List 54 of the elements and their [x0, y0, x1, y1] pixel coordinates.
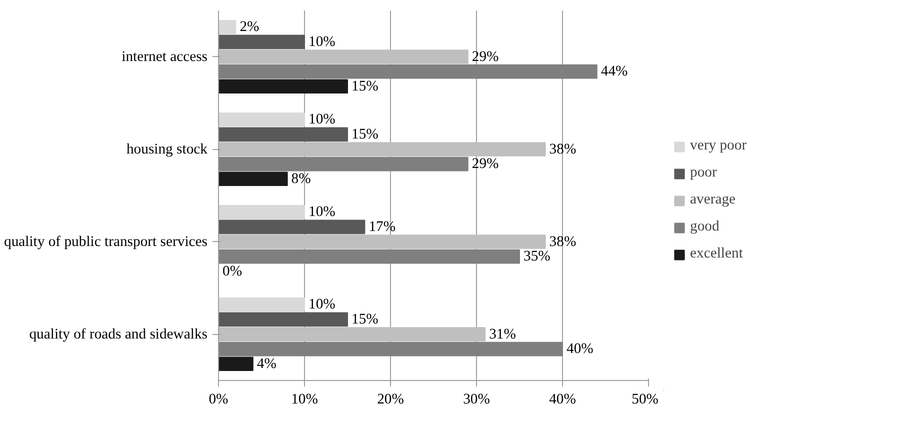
bar — [218, 204, 305, 220]
bar — [218, 142, 546, 156]
data-label: 10% — [308, 296, 336, 313]
y-tick-label: quality of roads and sidewalks — [29, 326, 208, 342]
data-label: 44% — [600, 64, 628, 80]
data-label: 29% — [472, 156, 499, 172]
bar — [218, 249, 520, 264]
bar — [218, 342, 563, 356]
bar — [218, 172, 288, 186]
data-label: 38% — [549, 141, 576, 158]
data-label: 35% — [524, 248, 550, 265]
bar — [218, 34, 305, 50]
legend-label: poor — [690, 164, 717, 182]
bar — [218, 297, 305, 312]
legend-label: average — [690, 192, 736, 208]
data-label: 15% — [352, 78, 378, 94]
legend-label: very poor — [690, 138, 747, 154]
x-tick-label: 40% — [549, 392, 576, 408]
bar — [218, 20, 236, 34]
bar — [218, 50, 468, 64]
y-tick-label: quality of public transport services — [4, 234, 208, 250]
x-tick-label: 30% — [463, 392, 490, 408]
data-label: 15% — [352, 126, 378, 142]
data-label: 8% — [291, 170, 311, 187]
data-label: 10% — [308, 34, 336, 50]
data-label: 10% — [308, 112, 336, 128]
data-label: 4% — [256, 356, 276, 372]
bar — [218, 327, 486, 342]
x-tick-label: 20% — [377, 392, 404, 408]
bar — [218, 234, 546, 249]
bar — [218, 220, 366, 234]
bar — [218, 356, 254, 372]
data-label: 31% — [489, 326, 516, 342]
data-label: 29% — [472, 48, 499, 65]
bar — [218, 156, 468, 172]
x-tick-label: 50% — [632, 392, 659, 408]
legend-label: excellent — [690, 246, 743, 262]
bar — [218, 79, 348, 94]
x-tick-label: 0% — [208, 392, 228, 408]
y-tick-label: internet access — [122, 48, 208, 65]
data-label: 17% — [368, 218, 396, 235]
x-tick-label: 10% — [291, 392, 318, 408]
bar — [218, 64, 598, 79]
bar — [218, 312, 348, 327]
data-label: 0% — [222, 263, 242, 280]
legend-label: good — [690, 218, 720, 236]
data-label: 40% — [566, 341, 594, 358]
data-label: 38% — [549, 234, 576, 250]
data-label: 10% — [308, 204, 336, 220]
bar — [218, 127, 348, 142]
y-tick-label: housing stock — [126, 141, 208, 158]
bar — [218, 112, 305, 127]
data-label: 2% — [240, 19, 260, 36]
data-label: 15% — [352, 311, 378, 328]
